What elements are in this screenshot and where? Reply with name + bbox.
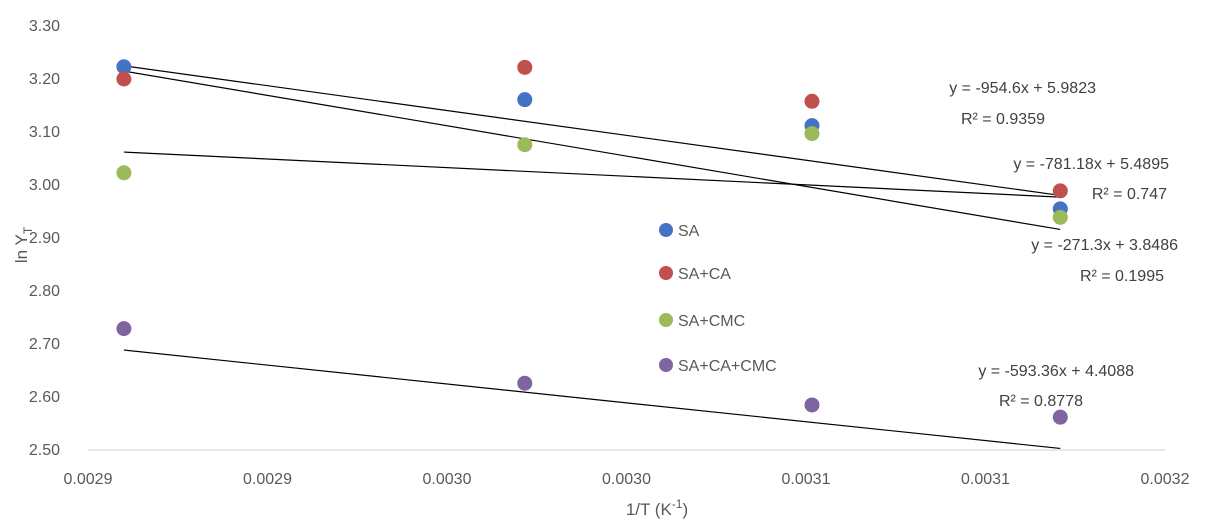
equation-sa: y = -954.6x + 5.9823 (949, 80, 1096, 97)
legend-marker-sa-cmc (659, 313, 673, 327)
point-sa-ca (517, 60, 532, 75)
y-tick-label: 3.00 (29, 177, 60, 194)
legend-marker-sa (659, 223, 673, 237)
data-points (116, 59, 1067, 424)
x-tick-label: 0.0030 (602, 471, 651, 488)
trendline-sa-cmc (124, 152, 1060, 197)
legend-label-sa: SA (678, 223, 700, 240)
y-tick-label: 3.30 (29, 18, 60, 35)
point-sa-cmc (1053, 210, 1068, 225)
legend-label-sa-ca-cmc: SA+CA+CMC (678, 358, 777, 375)
y-tick-label: 3.10 (29, 124, 60, 141)
point-sa-ca-cmc (1053, 410, 1068, 425)
legend-label-sa-ca: SA+CA (678, 266, 731, 283)
equation-sa-cmc: y = -271.3x + 3.8486 (1031, 237, 1178, 254)
x-tick-label: 0.0029 (243, 471, 292, 488)
y-tick-label: 2.60 (29, 389, 60, 406)
legend-marker-sa-ca (659, 266, 673, 280)
point-sa-ca-cmc (804, 397, 819, 412)
point-sa-cmc (517, 137, 532, 152)
point-sa-ca (1053, 183, 1068, 198)
y-tick-label: 2.80 (29, 283, 60, 300)
x-axis-title: 1/T (K-1) (626, 497, 688, 519)
point-sa-ca-cmc (517, 376, 532, 391)
point-sa-ca-cmc (116, 321, 131, 336)
trendline-sa-ca (124, 66, 1060, 196)
x-tick-label: 0.0032 (1141, 471, 1190, 488)
trendline-sa (124, 71, 1060, 229)
trendlines (124, 66, 1060, 449)
x-axis-title-sup: -1 (672, 497, 683, 511)
x-tick-label: 0.0031 (782, 471, 831, 488)
x-axis-title-end: ) (682, 500, 688, 519)
y-axis-title-main: ln Y (12, 234, 31, 263)
point-sa-cmc (116, 165, 131, 180)
x-tick-labels: 0.0029 0.0029 0.0030 0.0030 0.0031 0.0031 0.00… (64, 471, 1190, 488)
equation-sa-ca: y = -781.18x + 5.4895 (1013, 156, 1169, 173)
point-sa-ca (116, 72, 131, 87)
y-tick-label: 3.20 (29, 71, 60, 88)
point-sa (517, 92, 532, 107)
legend-marker-sa-ca-cmc (659, 358, 673, 372)
r2-sa-ca-cmc: R² = 0.8778 (999, 393, 1083, 410)
r2-sa: R² = 0.9359 (961, 111, 1045, 128)
x-tick-label: 0.0030 (423, 471, 472, 488)
r2-sa-cmc: R² = 0.1995 (1080, 268, 1164, 285)
trendline-sa-ca-cmc (124, 350, 1060, 448)
x-tick-label: 0.0029 (64, 471, 113, 488)
trendline-equations: y = -954.6x + 5.9823 R² = 0.9359 y = -78… (949, 80, 1178, 410)
point-sa-ca (804, 94, 819, 109)
legend-label-sa-cmc: SA+CMC (678, 313, 745, 330)
y-tick-labels: 2.502.602.702.802.903.003.103.203.30 (29, 18, 60, 459)
y-tick-label: 2.70 (29, 336, 60, 353)
legend: SA SA+CA SA+CMC SA+CA+CMC (659, 223, 777, 375)
y-tick-label: 2.50 (29, 442, 60, 459)
y-axis-title-sub: T (21, 226, 35, 234)
r2-sa-ca: R² = 0.747 (1092, 186, 1167, 203)
x-axis-title-main: 1/T (K (626, 500, 673, 519)
point-sa-cmc (804, 126, 819, 141)
x-tick-label: 0.0031 (961, 471, 1010, 488)
equation-sa-ca-cmc: y = -593.36x + 4.4088 (978, 363, 1134, 380)
